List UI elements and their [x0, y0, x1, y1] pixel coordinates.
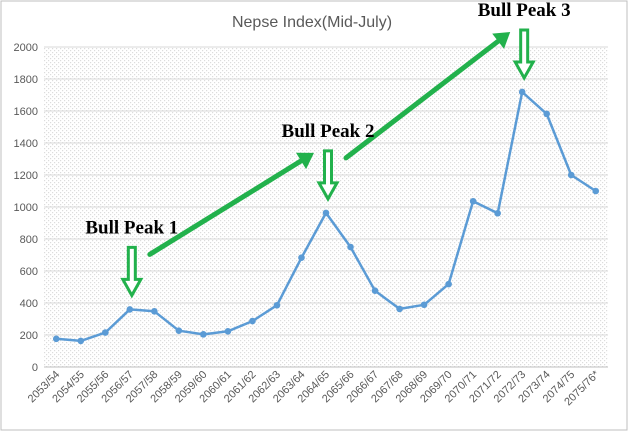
grid-lines	[44, 46, 608, 368]
y-tick-label: 1200	[14, 170, 38, 182]
data-point	[592, 187, 600, 195]
x-axis-ticks: 2053/542054/552055/562056/572057/582058/…	[26, 368, 603, 408]
series-layer	[52, 88, 600, 345]
data-point	[469, 197, 477, 205]
y-tick-label: 200	[20, 330, 38, 342]
bull-peak-label: Bull Peak 3	[478, 0, 571, 21]
data-point	[126, 306, 134, 313]
y-tick-label: 800	[20, 234, 38, 246]
y-axis-ticks: 0 200 400 600 800 1000 1200 1400 1600 1800 2000	[14, 42, 38, 374]
data-point	[396, 305, 403, 313]
data-point	[567, 171, 575, 179]
data-point	[371, 287, 379, 294]
data-point	[175, 327, 183, 334]
trend-arrow-head	[492, 32, 511, 49]
data-point	[543, 110, 550, 118]
annotation-layer: Bull Peak 1 Bull Peak 2 Bull Peak 3	[85, 0, 571, 299]
data-point	[224, 328, 232, 335]
trend-arrows	[147, 32, 511, 257]
data-point	[445, 280, 452, 288]
data-point	[347, 243, 354, 251]
data-point	[200, 331, 207, 338]
trend-arrow	[147, 155, 308, 257]
trend-arrow-head	[296, 152, 314, 170]
y-tick-label: 1400	[14, 138, 38, 150]
peak-down-arrow	[316, 149, 340, 202]
y-tick-label: 600	[20, 266, 38, 278]
data-point	[420, 301, 428, 309]
data-point	[322, 209, 330, 217]
y-tick-label: 1000	[14, 202, 38, 214]
chart-title: Nepse Index(Mid-July)	[232, 14, 392, 31]
data-point	[273, 301, 281, 309]
data-point	[518, 88, 526, 96]
data-point	[102, 329, 109, 336]
bull-peak-label: Bull Peak 1	[85, 217, 178, 238]
data-point	[52, 335, 60, 343]
data-point	[249, 317, 256, 325]
peak-down-arrow	[512, 28, 536, 82]
data-point	[151, 308, 158, 315]
y-tick-label: 1600	[14, 106, 38, 118]
data-point	[298, 254, 305, 262]
trend-arrow	[343, 35, 505, 161]
y-tick-label: 1800	[14, 74, 38, 86]
y-tick-label: 2000	[14, 42, 38, 54]
data-point	[77, 337, 85, 345]
data-point	[494, 209, 501, 217]
bull-peak-label: Bull Peak 2	[282, 121, 375, 142]
y-tick-label: 0	[32, 362, 38, 374]
y-tick-label: 400	[20, 298, 38, 310]
peak-down-arrow	[120, 245, 144, 299]
